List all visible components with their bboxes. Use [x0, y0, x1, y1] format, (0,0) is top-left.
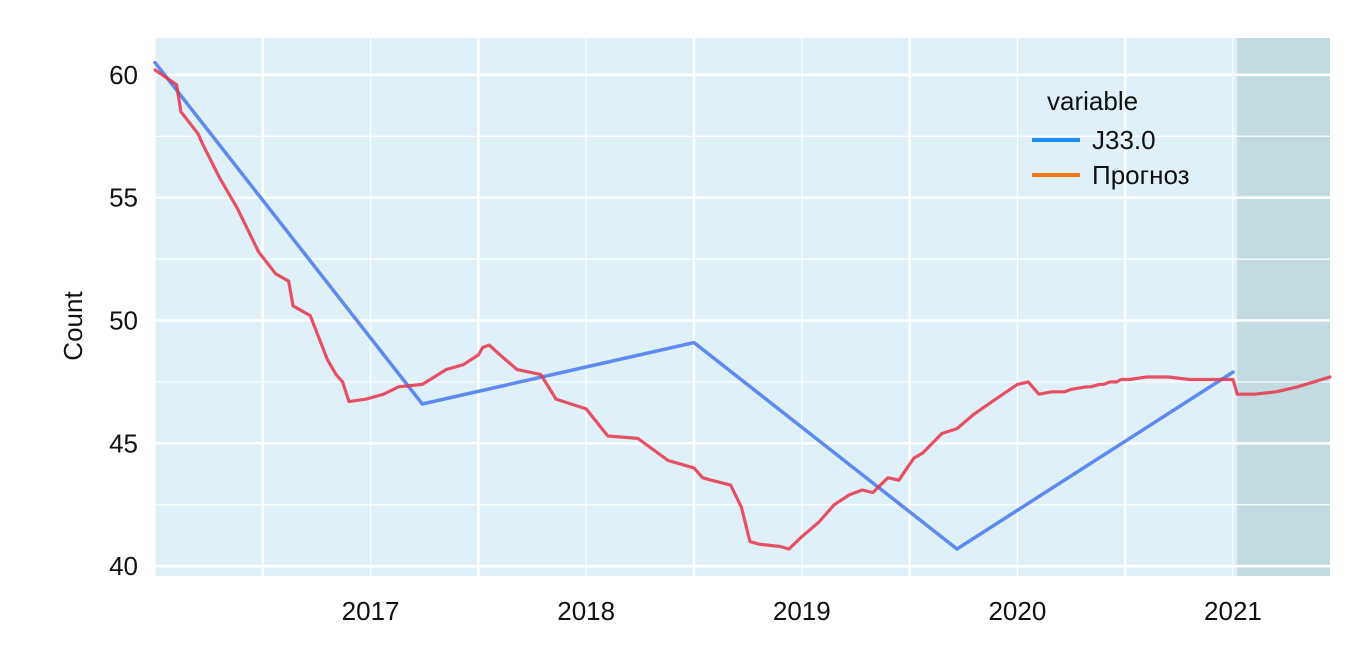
y-axis-label: Count	[58, 291, 88, 361]
x-tick-label: 2018	[557, 596, 615, 626]
y-tick-label: 40	[109, 551, 138, 581]
series-line-j33	[153, 60, 1235, 551]
y-tick-label: 45	[109, 428, 138, 458]
x-tick-labels: 2017 2018 2019 2020 2021	[342, 596, 1262, 626]
x-tick-label: 2021	[1204, 596, 1262, 626]
legend-label-j33: J33.0	[1092, 125, 1156, 155]
plot-panel	[155, 38, 1330, 576]
grid-lines	[154, 38, 1330, 576]
legend-label-forecast: Прогноз	[1092, 160, 1190, 190]
y-tick-label: 50	[109, 306, 138, 336]
series-line-forecast	[153, 68, 1332, 551]
x-tick-label: 2020	[988, 596, 1046, 626]
y-tick-labels: 40 45 50 55 60	[109, 60, 138, 581]
legend-title: variable	[1047, 86, 1138, 116]
legend: variable J33.0 Прогноз	[1032, 86, 1190, 190]
series-layer	[153, 60, 1332, 551]
y-tick-label: 60	[109, 60, 138, 90]
y-tick-label: 55	[109, 183, 138, 213]
forecast-region	[1237, 38, 1330, 576]
x-tick-label: 2019	[773, 596, 831, 626]
x-tick-label: 2017	[342, 596, 400, 626]
